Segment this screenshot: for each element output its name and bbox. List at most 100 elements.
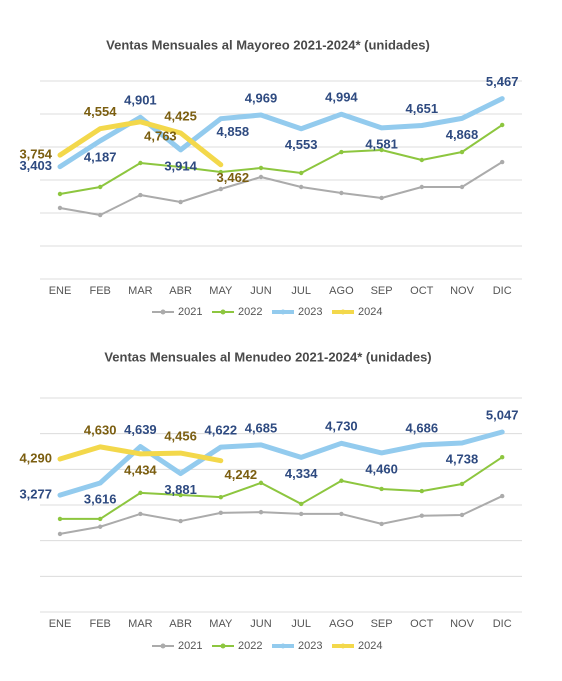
- x-tick-label: AGO: [329, 618, 354, 630]
- legend-label: 2021: [178, 306, 202, 318]
- x-tick-label: NOV: [450, 618, 475, 630]
- data-label: 3,616: [84, 491, 117, 506]
- x-tick-label: DIC: [493, 618, 512, 630]
- point: [299, 511, 304, 517]
- x-tick-label: ABR: [169, 618, 192, 630]
- x-tick-label: MAY: [209, 618, 233, 630]
- legend-dot: [160, 643, 166, 649]
- data-label: 4,994: [325, 90, 358, 105]
- x-tick-label: ENE: [49, 618, 72, 630]
- point: [339, 511, 344, 517]
- point: [500, 122, 505, 128]
- x-tick-label: JUN: [250, 618, 271, 630]
- x-tick-label: SEP: [371, 618, 393, 630]
- point: [218, 169, 223, 175]
- data-label: 4,456: [164, 429, 197, 444]
- x-tick-label: SEP: [371, 285, 393, 297]
- x-tick-label: MAY: [209, 285, 233, 297]
- data-label: 3,914: [164, 158, 197, 173]
- series-line: [59, 161, 504, 217]
- point: [299, 501, 304, 507]
- point: [258, 509, 264, 515]
- point: [339, 149, 344, 155]
- data-label: 4,730: [325, 419, 358, 434]
- point: [57, 516, 63, 522]
- data-label: 5,467: [486, 74, 519, 89]
- legend-dot: [340, 643, 346, 649]
- data-label: 4,639: [124, 422, 157, 437]
- x-tick-label: OCT: [410, 285, 434, 297]
- x-tick-label: DIC: [493, 285, 512, 297]
- point: [98, 524, 103, 529]
- x-tick-label: JUN: [250, 285, 271, 297]
- point: [138, 490, 143, 496]
- x-tick-label: MAR: [128, 618, 153, 630]
- series-line: [57, 444, 224, 464]
- data-label: 4,868: [446, 127, 479, 142]
- point: [379, 486, 384, 492]
- data-label: 4,434: [124, 462, 157, 477]
- point: [459, 149, 465, 155]
- point: [138, 192, 143, 198]
- data-label: 4,685: [245, 420, 278, 435]
- data-label: 4,651: [406, 101, 439, 116]
- point: [98, 184, 103, 190]
- data-label: 4,738: [446, 451, 479, 466]
- data-label: 4,969: [245, 90, 278, 105]
- point: [178, 164, 183, 170]
- point: [98, 212, 103, 218]
- point: [419, 157, 424, 163]
- x-tick-label: ENE: [49, 285, 72, 297]
- x-tick-label: ABR: [169, 285, 192, 297]
- point: [178, 518, 183, 524]
- legend-label: 2022: [238, 640, 262, 652]
- point: [459, 184, 465, 190]
- point: [258, 480, 264, 486]
- data-label: 3,754: [19, 147, 52, 162]
- chart-title: Ventas Mensuales al Menudeo 2021-2024* (…: [104, 349, 431, 364]
- data-label: 4,460: [365, 461, 398, 476]
- x-tick-label: JUL: [291, 285, 311, 297]
- data-label: 3,881: [164, 482, 197, 497]
- legend-dot: [220, 309, 226, 315]
- point: [138, 511, 143, 517]
- point: [299, 170, 304, 176]
- point: [218, 494, 223, 500]
- legend-dot: [340, 309, 346, 315]
- point: [299, 184, 304, 190]
- series-line: [59, 123, 504, 195]
- data-label: 4,334: [285, 466, 318, 481]
- x-tick-label: FEB: [89, 285, 110, 297]
- legend-label: 2022: [238, 306, 262, 318]
- series-line: [57, 119, 224, 168]
- point: [500, 455, 505, 460]
- data-label: 4,581: [365, 136, 398, 151]
- point: [419, 184, 424, 190]
- x-tick-label: JUL: [291, 618, 311, 630]
- point: [57, 191, 63, 197]
- point: [459, 481, 465, 487]
- data-label: 4,553: [285, 137, 318, 152]
- legend-dot: [220, 643, 226, 649]
- point: [258, 174, 264, 180]
- data-label: 3,462: [217, 170, 250, 185]
- point: [98, 516, 103, 522]
- point: [57, 531, 63, 537]
- legend-dot: [280, 309, 286, 315]
- data-label: 4,187: [84, 149, 117, 164]
- x-tick-label: AGO: [329, 285, 354, 297]
- data-label: 3,403: [19, 158, 52, 173]
- data-label: 3,277: [19, 487, 52, 502]
- data-label: 4,858: [217, 124, 250, 139]
- data-label: 5,047: [486, 407, 519, 422]
- chart-title: Ventas Mensuales al Mayoreo 2021-2024* (…: [106, 37, 430, 52]
- legend-dot: [160, 309, 166, 315]
- point: [500, 493, 505, 499]
- point: [339, 478, 344, 483]
- point: [178, 199, 183, 205]
- point: [500, 159, 505, 165]
- series-line: [59, 456, 504, 520]
- point: [218, 510, 223, 516]
- point: [379, 147, 384, 153]
